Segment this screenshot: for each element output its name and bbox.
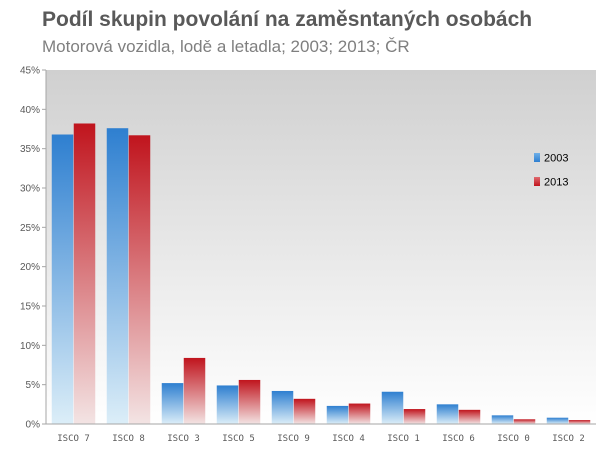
bar-2013-isco-2 — [568, 420, 591, 424]
y-tick-label: 40% — [20, 105, 40, 116]
x-tick-label: ISCO 3 — [167, 434, 200, 444]
y-tick-label: 30% — [20, 184, 40, 195]
x-tick-label: ISCO 4 — [332, 434, 365, 444]
bar-2003-isco-8 — [106, 128, 129, 425]
x-tick-label: ISCO 9 — [277, 434, 310, 444]
bar-2013-isco-4 — [348, 403, 371, 424]
bar-2003-isco-4 — [326, 405, 349, 424]
bar-2013-isco-5 — [238, 379, 261, 424]
x-tick-label: ISCO 5 — [222, 434, 255, 444]
legend-swatch-2003 — [534, 153, 540, 162]
bar-2003-isco-1 — [381, 391, 404, 424]
bar-2003-isco-6 — [436, 404, 459, 424]
y-tick-label: 15% — [20, 302, 40, 313]
bar-2003-isco-7 — [51, 134, 74, 425]
chart-subtitle: Motorová vozidla, lodě a letadla; 2003; … — [42, 37, 410, 56]
x-tick-label: ISCO 1 — [387, 434, 420, 444]
bar-2003-isco-9 — [271, 390, 294, 424]
chart-title: Podíl skupin povolání na zaměsntaných os… — [42, 8, 533, 31]
x-tick-label: ISCO 6 — [442, 434, 475, 444]
x-tick-label: ISCO 8 — [112, 434, 145, 444]
bar-2003-isco-2 — [546, 417, 569, 424]
y-tick-label: 35% — [20, 144, 40, 155]
y-tick-label: 20% — [20, 262, 40, 273]
y-tick-label: 25% — [20, 223, 40, 234]
plot-area — [46, 70, 596, 424]
bar-2013-isco-9 — [293, 398, 316, 424]
legend-label-2003: 2003 — [544, 153, 568, 165]
legend-label-2013: 2013 — [544, 177, 568, 189]
y-tick-label: 0% — [26, 420, 41, 431]
y-tick-label: 10% — [20, 341, 40, 352]
x-tick-label: ISCO 7 — [57, 434, 90, 444]
x-tick-label: ISCO 0 — [497, 434, 530, 444]
bar-2013-isco-8 — [128, 135, 151, 424]
bar-2003-isco-3 — [161, 383, 184, 424]
legend-swatch-2013 — [534, 177, 540, 186]
y-tick-label: 5% — [26, 380, 41, 391]
y-tick-label: 45% — [20, 66, 40, 77]
bar-2013-isco-0 — [513, 419, 536, 424]
bar-2013-isco-6 — [458, 409, 481, 424]
bar-2013-isco-3 — [183, 357, 206, 424]
bar-2003-isco-0 — [491, 415, 514, 424]
x-tick-label: ISCO 2 — [552, 434, 585, 444]
bar-2013-isco-7 — [73, 123, 96, 424]
bar-2003-isco-5 — [216, 385, 239, 424]
bar-2013-isco-1 — [403, 409, 426, 424]
